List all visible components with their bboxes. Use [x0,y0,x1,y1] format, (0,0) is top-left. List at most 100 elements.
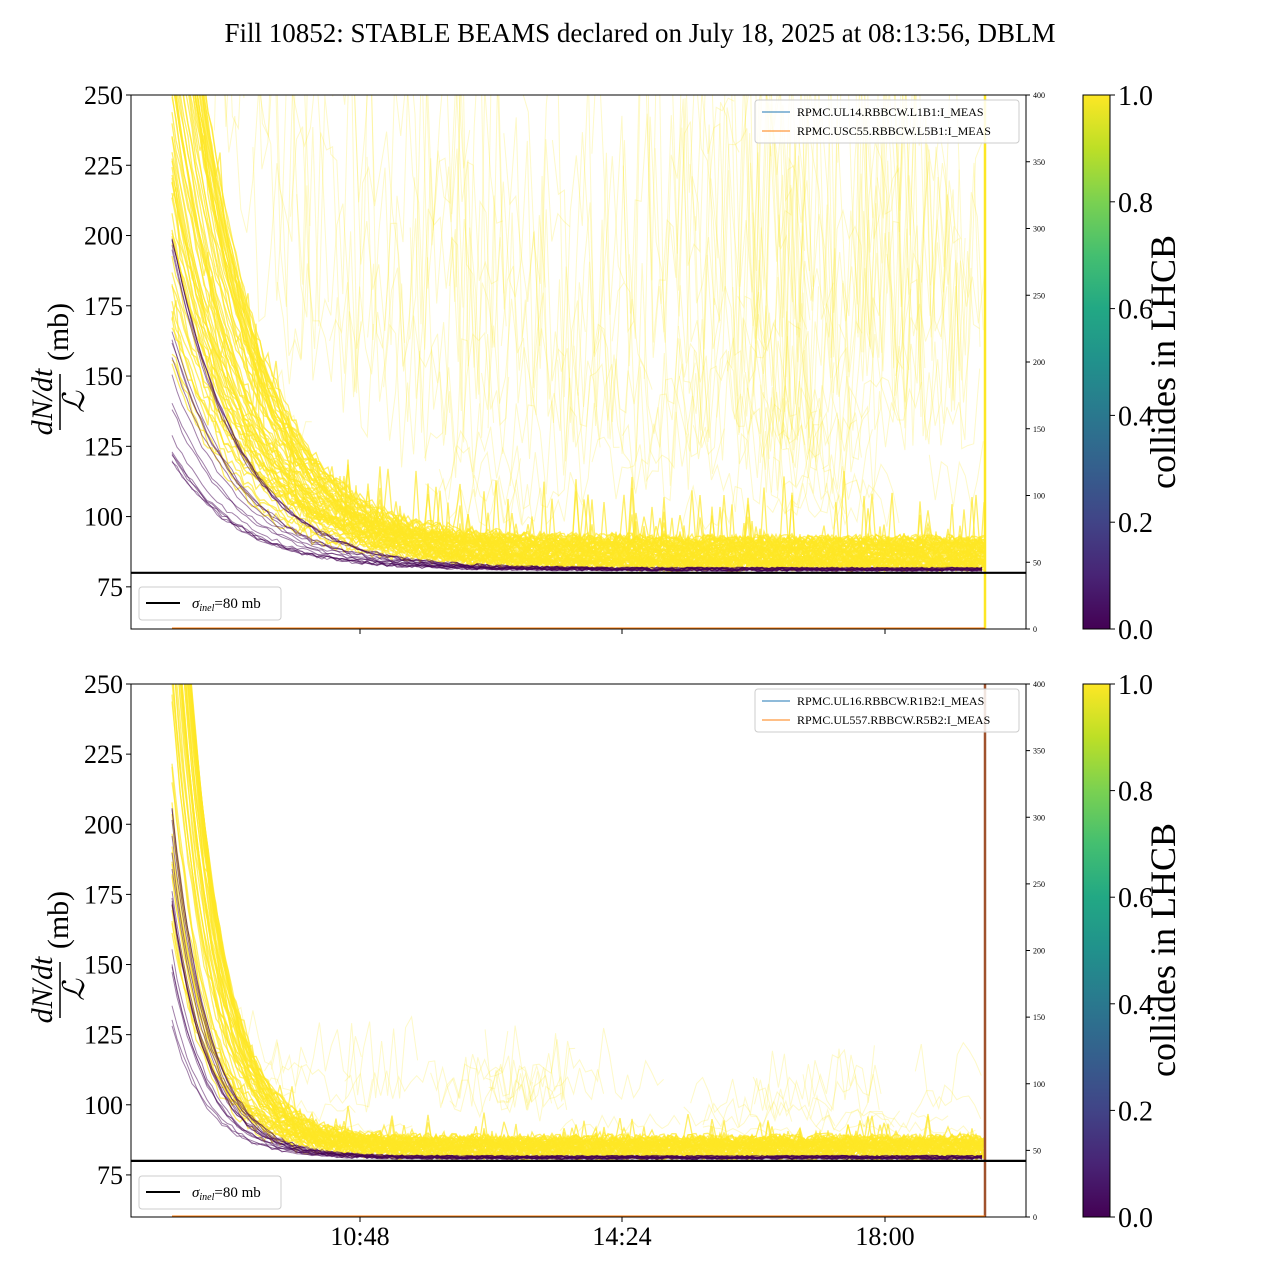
trace-faint-yellow [886,169,960,437]
y-tick-label: 75 [97,573,123,602]
colorbar-tick-label: 0.8 [1118,777,1153,808]
trace-yellow [181,684,985,1151]
trace-faint-yellow [732,287,806,463]
trace-yellow [189,95,985,572]
y2-tick-label: 200 [1033,947,1045,956]
bottom-sigma-legend: σinel=80 mb [138,1175,282,1210]
colorbar-tick-label: 0.0 [1118,615,1153,646]
x-tick-label: 10:48 [330,1222,389,1251]
trace-faint-yellow [746,387,844,496]
bottom-sigma-legend-box [138,1175,282,1210]
trace-faint-yellow [353,95,503,395]
top-plot-area [171,0,987,629]
trace-faint-yellow [488,1053,568,1110]
top-y2-ticks: 0 50 100 150 200 250 300 350 400 [1026,91,1045,634]
trace-faint-yellow [849,1121,976,1134]
trace-faint-yellow [914,1084,982,1120]
trace-yellow [185,684,985,1154]
trace-faint-yellow [329,282,451,441]
trace-faint-yellow [822,346,901,470]
bottom-y-label-unit: (mb) [42,891,75,949]
trace-faint-yellow [509,400,601,503]
trace-yellow [190,684,984,1150]
top-series-1-label: RPMC.UL14.RBBCW.L1B1:I_MEAS [797,105,984,119]
trace-yellow [180,684,985,1151]
trace-faint-yellow [549,1027,664,1102]
trace-faint-yellow [424,331,510,463]
trace-faint-yellow [886,254,972,451]
trace-yellow [183,684,985,1162]
y-tick-label: 75 [97,1161,123,1190]
bottom-plot-area [171,684,987,1217]
trace-faint-yellow [913,253,981,450]
colorbar-tick-label: 0.4 [1118,990,1153,1021]
y-tick-label: 150 [84,362,123,391]
trace-yellow [171,197,985,573]
trace-yellow [185,684,985,1158]
trace-faint-yellow [577,299,681,470]
y2-tick-label: 150 [1033,1013,1045,1022]
trace-faint-yellow [383,323,481,478]
trace-yellow [179,684,985,1154]
bottom-series-1-label: RPMC.UL16.RBBCW.R1B2:I_MEAS [797,694,984,708]
trace-faint-yellow [426,95,505,368]
x-tick-label: 14:24 [592,1222,651,1251]
trace-faint-yellow [489,1065,562,1108]
colorbar-tick-label: 0.6 [1118,295,1153,326]
trace-faint-yellow [366,95,464,346]
bottom-colorbar [1082,683,1111,1218]
y-tick-label: 125 [84,1021,123,1050]
trace-faint-yellow [252,147,362,392]
y2-tick-label: 300 [1033,225,1045,234]
y-tick-label: 225 [84,151,123,180]
trace-faint-yellow [270,1022,362,1087]
trace-purple [171,809,983,1161]
y-tick-label: 125 [84,432,123,461]
trace-faint-yellow [677,325,829,471]
trace-faint-yellow [809,1108,901,1133]
y2-tick-label: 350 [1033,158,1045,167]
y-tick-label: 175 [84,880,123,909]
trace-yellow [183,684,985,1158]
trace-yellow [171,694,985,1154]
trace-yellow [178,684,985,1159]
trace-faint-yellow [344,1060,484,1113]
trace-purple [171,374,983,572]
trace-faint-yellow [551,132,631,423]
trace-yellow [181,684,985,1147]
trace-faint-yellow [191,0,251,63]
colorbar-tick-label: 1.0 [1118,670,1153,701]
trace-faint-yellow [276,263,374,439]
trace-faint-yellow [772,448,846,516]
trace-faint-yellow [928,441,984,507]
trace-faint-yellow [559,1113,681,1133]
trace-faint-yellow [838,288,912,473]
trace-faint-yellow [449,1079,565,1122]
trace-faint-yellow [736,95,834,397]
trace-faint-yellow [678,359,770,479]
trace-faint-yellow [591,95,719,334]
y2-tick-label: 250 [1033,880,1045,889]
trace-faint-yellow [716,139,808,418]
trace-faint-yellow [591,407,689,502]
bottom-series-legend: RPMC.UL16.RBBCW.R1B2:I_MEAS RPMC.UL557.R… [754,688,1020,733]
trace-faint-yellow [857,1110,949,1130]
top-y-ticks: 75 100 125 150 175 200 225 250 [84,81,131,602]
trace-faint-yellow [913,95,981,390]
trace-faint-yellow [680,484,748,531]
trace-faint-yellow [842,95,915,372]
y2-tick-label: 350 [1033,747,1045,756]
trace-yellow [201,95,985,557]
trace-yellow [188,684,985,1155]
trace-faint-yellow [409,208,507,400]
trace-faint-yellow [367,218,495,443]
y2-tick-label: 100 [1033,492,1045,501]
trace-faint-yellow [487,175,609,439]
trace-faint-yellow [694,204,834,441]
colorbar-tick-label: 0.2 [1118,508,1153,539]
trace-faint-yellow [857,95,955,338]
top-y-label-denominator: ℒ [58,390,91,413]
trace-faint-yellow [862,142,966,411]
trace-yellow [199,95,985,547]
